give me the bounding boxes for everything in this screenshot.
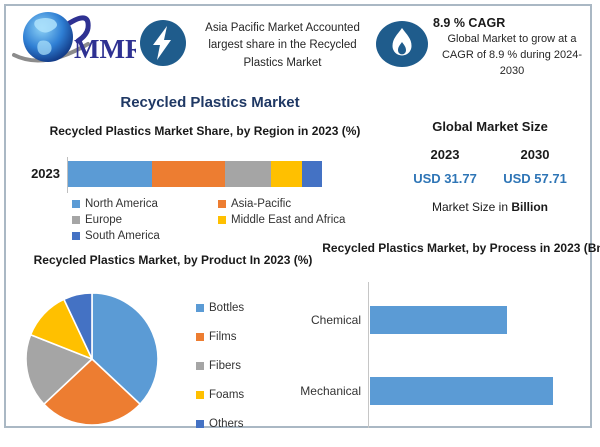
region-legend: North America Asia-Pacific Europe Middle Ea… [72,196,364,244]
cagr-block: 8.9 % CAGR Global Market to grow at a CA… [433,16,591,80]
page-title: Recycled Plastics Market [120,94,300,111]
market-size-title: Global Market Size [432,119,548,134]
process-bar-mechanical [370,376,553,405]
market-size-values: USD 31.77 USD 57.71 [400,171,580,186]
legend-marker-fibers [196,362,204,370]
flame-icon [376,21,428,67]
region-bar-segment-asia-pacific [151,161,226,187]
pie-slice-others [63,292,93,360]
globe-continent [37,40,52,55]
legend-item-north-america: North America [72,196,218,212]
legend-item-others: Others [196,416,244,432]
market-size-year-2030: 2030 [520,147,550,162]
logo-swoosh-blue [65,15,91,44]
legend-item-asia-pacific: Asia-Pacific [218,196,364,212]
legend-marker-north-america [72,200,80,208]
legend-item-middle-east-and-africa: Middle East and Africa [218,212,364,228]
legend-label: Films [209,331,237,343]
region-chart-category-label: 2023 [31,166,60,181]
market-size-note-unit: Billion [511,200,549,214]
cagr-title: 8.9 % CAGR [433,16,506,30]
market-size-year-2023: 2023 [430,147,460,162]
market-size-note: Market Size in Billion [390,200,590,214]
legend-item-europe: Europe [72,212,218,228]
process-chart-title: Recycled Plastics Market, by Process in … [322,241,600,255]
process-category-label-chemical: Chemical [310,312,361,327]
process-row-mechanical: Mechanical [295,376,557,405]
legend-marker-europe [72,216,80,224]
process-rows: Chemical Mechanical [295,284,557,426]
globe-continent [34,18,57,33]
legend-marker-south-america [72,232,80,240]
process-chart-axis-line [368,282,369,428]
market-size-note-prefix: Market Size in [431,200,512,214]
market-size-value-2030: USD 57.71 [503,171,567,186]
legend-label: Foams [209,389,245,401]
process-bar-chemical [370,305,507,334]
process-row-chemical: Chemical [295,305,557,334]
legend-item-bottles: Bottles [196,300,244,316]
market-size-years: 2023 2030 [400,147,580,162]
legend-marker-middle-east-and-africa [218,216,226,224]
legend-label: Middle East and Africa [231,214,346,226]
legend-label: North America [85,198,158,210]
region-bar-segment-south-america [301,161,322,187]
legend-label: Bottles [209,302,245,314]
region-bar-segment-europe [225,161,272,187]
legend-label: Fibers [209,360,241,372]
pie-slice-films [43,358,141,426]
legend-marker-bottles [196,304,204,312]
process-category-label-mechanical: Mechanical [300,383,361,398]
pie-slice-bottles [91,292,159,405]
legend-item-films: Films [196,329,244,345]
region-bar-segment-middle-east-and-africa [271,161,302,187]
legend-label: Asia-Pacific [231,198,292,210]
product-chart-title: Recycled Plastics Market, by Product In … [33,253,313,267]
legend-label: Others [209,418,244,430]
pie-slice-fibers [25,333,93,405]
market-size-value-2023: USD 31.77 [413,171,477,186]
region-chart-axis-line [67,157,68,193]
legend-label: Europe [85,214,123,226]
mmr-logo: MMR [12,12,136,64]
logo-wordmark: MMR [74,34,136,64]
lightning-icon [140,20,186,66]
region-stacked-bar [68,161,322,187]
outer-border-frame [4,4,592,428]
cagr-text: Global Market to grow at a CAGR of 8.9 %… [441,33,583,77]
legend-marker-foams [196,391,204,399]
legend-marker-asia-pacific [218,200,226,208]
product-legend: Bottles Films Fibers Foams Others [196,300,244,432]
product-pie-chart [25,292,159,426]
legend-marker-others [196,420,204,428]
region-chart-title: Recycled Plastics Market Share, by Regio… [49,124,361,138]
legend-item-foams: Foams [196,387,244,403]
region-bar-segment-north-america [68,161,152,187]
legend-label: South America [85,230,160,242]
legend-item-south-america: South America [72,228,218,244]
header-highlight-text: Asia Pacific Market Accounted largest sh… [205,22,360,69]
legend-item-fibers: Fibers [196,358,244,374]
legend-marker-films [196,333,204,341]
